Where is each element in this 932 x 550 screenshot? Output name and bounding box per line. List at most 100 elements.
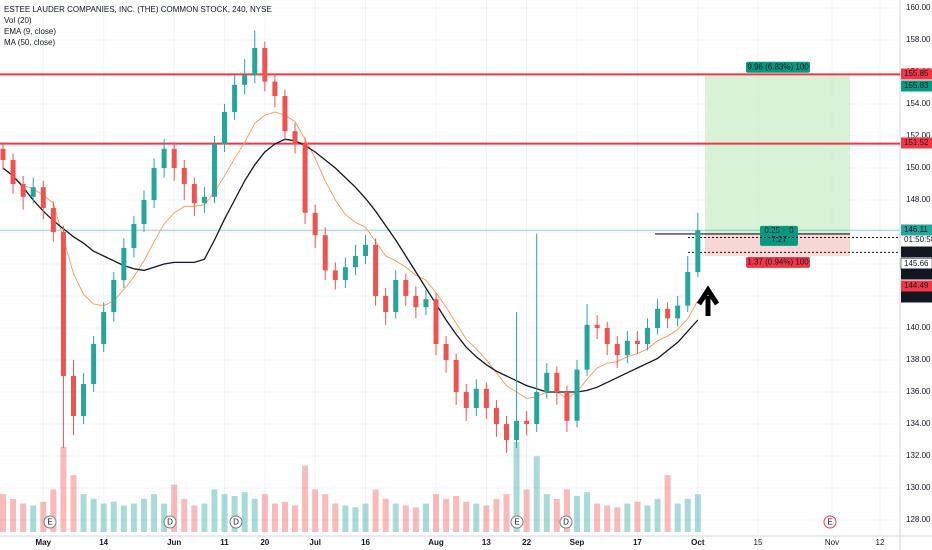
price-badge (901, 268, 932, 280)
x-tick-label: 17 (633, 538, 642, 547)
candle-body (252, 48, 258, 76)
volume-bar (201, 503, 208, 532)
volume-bar (50, 489, 57, 532)
candle-body (504, 424, 509, 440)
volume-bar (402, 505, 409, 532)
volume-bar (493, 498, 500, 532)
price-label: 155.83 (904, 81, 929, 90)
ma-line (2, 138, 699, 393)
volume-bar (221, 494, 228, 532)
y-tick-label: 134.00 (906, 419, 931, 428)
event-marker (510, 515, 524, 529)
entry-badge (760, 225, 798, 246)
event-label: E (514, 518, 519, 527)
candles (0, 30, 701, 453)
volume-bar (624, 503, 631, 532)
volume-bar (332, 503, 339, 532)
price-badge (901, 224, 932, 236)
candle-body (161, 148, 167, 168)
candle-body (242, 75, 248, 85)
x-tick-label: Sep (570, 538, 585, 547)
volume-bar (372, 489, 379, 532)
candle-body (675, 305, 681, 319)
price-label: 144.49 (904, 281, 929, 290)
candle-body (685, 272, 691, 306)
event-marker (559, 515, 573, 529)
indicator-label: MA (50, close) (4, 38, 55, 47)
volume-bar (302, 465, 309, 532)
volume-bar (684, 498, 691, 532)
event-label: E (827, 518, 832, 527)
candle-body (554, 372, 560, 392)
volume-bar (443, 498, 450, 532)
volume-bar (10, 498, 17, 532)
candle-body (604, 328, 610, 344)
volume-bar (644, 505, 651, 532)
target-label: 9.96 (6.83%) 100 (747, 62, 809, 71)
candle-body (191, 184, 197, 204)
candle-body (20, 184, 26, 197)
candle-body (695, 230, 701, 272)
candle-body (342, 267, 348, 280)
y-tick-label: 140.00 (906, 323, 931, 332)
volume-bar (594, 503, 601, 532)
volume-bar (70, 475, 77, 532)
candle-body (524, 420, 530, 424)
price-badge (901, 80, 932, 92)
volume-bar (0, 494, 6, 532)
y-tick-label: 130.00 (906, 483, 931, 492)
volume-bar (392, 503, 399, 532)
candle-body (322, 235, 328, 271)
volume-bar (100, 503, 107, 532)
candle-body (413, 296, 419, 308)
candle-body (70, 376, 76, 416)
x-tick-label: 20 (260, 538, 269, 547)
x-tick-label: 15 (754, 538, 763, 547)
event-marker (43, 515, 57, 529)
volume-bar (533, 456, 540, 532)
candle-body (121, 248, 127, 280)
volume-bar (110, 501, 117, 532)
event-label: E (47, 518, 52, 527)
price-badge (901, 291, 932, 303)
price-label: 151.52 (904, 138, 929, 147)
candle-body (171, 148, 177, 168)
y-tick-label: 128.00 (906, 515, 931, 524)
y-tick-label: 138.00 (906, 355, 931, 364)
y-tick-label: 152.00 (906, 131, 931, 140)
volume-bar (20, 503, 27, 532)
labels: 128.00 130.00 132.00 134.00 136.00 138.00 140.… (35, 3, 932, 547)
chart-title: ESTEE LAUDER COMPANIES, INC. (THE) COMMO… (4, 5, 272, 14)
volume-bar (604, 505, 611, 532)
candle-body (201, 196, 207, 204)
volume-bar (422, 503, 429, 532)
candle-body (282, 96, 288, 132)
volume-bar (573, 496, 580, 532)
price-label: 145.88 (904, 247, 929, 256)
candle-body (292, 131, 298, 144)
candle-body (30, 187, 36, 197)
volume-bar (483, 505, 490, 532)
candle-body (222, 112, 228, 144)
candle-body (453, 360, 459, 392)
candle-body (463, 392, 469, 408)
price-badge (901, 280, 932, 292)
volume-bar (513, 442, 520, 532)
candle-body (433, 299, 439, 344)
volume-bar (553, 498, 560, 532)
price-label: 145.66 (904, 259, 929, 268)
candle-body (393, 280, 399, 312)
stop-label: 1.37 (0.94%) 100 (747, 257, 809, 266)
volume-bar (241, 492, 248, 532)
candle-body (0, 148, 6, 160)
candle-body (352, 256, 358, 268)
candle-body (514, 420, 520, 440)
candle-body (644, 328, 650, 344)
event-marker (823, 515, 837, 529)
candle-body (534, 392, 540, 424)
volume-bar (120, 505, 127, 532)
volume-bar (231, 496, 238, 532)
candle-body (60, 232, 66, 376)
volume-bar (412, 507, 419, 532)
volume-bar (292, 505, 299, 532)
